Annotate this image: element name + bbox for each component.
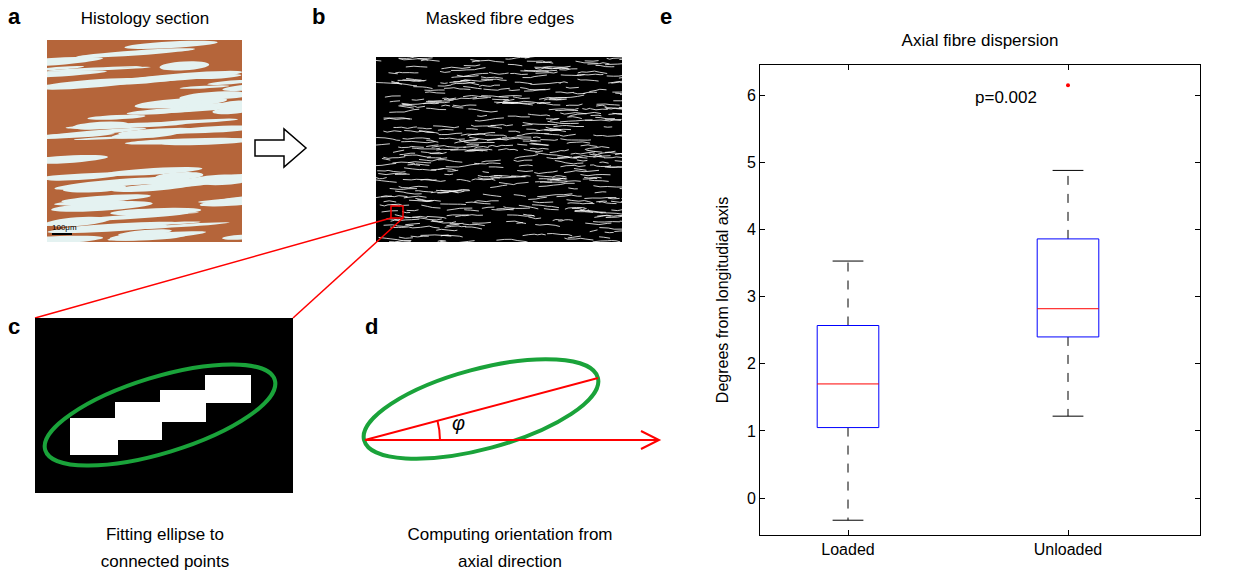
svg-text:4: 4 [747, 221, 756, 238]
svg-text:d: d [365, 314, 378, 339]
svg-text:connected points: connected points [101, 552, 230, 571]
svg-text:3: 3 [747, 288, 756, 305]
svg-text:Histology section: Histology section [81, 9, 210, 28]
svg-text:5: 5 [747, 154, 756, 171]
svg-text:a: a [8, 4, 21, 29]
svg-text:c: c [8, 314, 20, 339]
svg-text:Degrees from longitudial axis: Degrees from longitudial axis [714, 197, 731, 403]
svg-text:Loaded: Loaded [821, 541, 874, 558]
svg-text:axial direction: axial direction [458, 552, 562, 571]
svg-text:b: b [312, 4, 325, 29]
svg-text:p=0.002: p=0.002 [975, 88, 1037, 107]
svg-text:e: e [660, 4, 672, 29]
svg-text:Axial fibre dispersion: Axial fibre dispersion [902, 31, 1059, 50]
svg-text:Fitting ellipse to: Fitting ellipse to [106, 525, 224, 544]
svg-text:0: 0 [747, 490, 756, 507]
svg-text:φ: φ [452, 412, 465, 434]
svg-text:1: 1 [747, 423, 756, 440]
svg-text:Unloaded: Unloaded [1034, 541, 1103, 558]
svg-text:6: 6 [747, 87, 756, 104]
svg-text:Computing orientation from: Computing orientation from [407, 525, 612, 544]
svg-text:2: 2 [747, 355, 756, 372]
svg-text:100μm: 100μm [52, 223, 77, 232]
svg-text:Masked fibre edges: Masked fibre edges [426, 9, 574, 28]
